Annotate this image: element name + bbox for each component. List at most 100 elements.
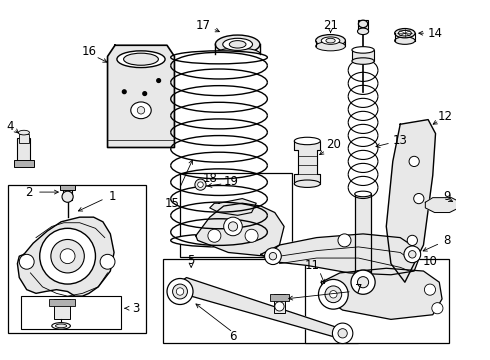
Text: 18: 18 — [202, 172, 217, 185]
Polygon shape — [18, 217, 114, 296]
Text: 8: 8 — [443, 234, 450, 247]
Bar — [352, 50, 374, 61]
Circle shape — [19, 254, 34, 269]
Text: 1: 1 — [108, 190, 116, 203]
Circle shape — [208, 229, 221, 242]
Bar — [54, 299, 71, 319]
Ellipse shape — [171, 51, 268, 64]
Text: 5: 5 — [188, 254, 195, 267]
Ellipse shape — [358, 28, 368, 35]
Circle shape — [332, 323, 353, 343]
Circle shape — [100, 254, 115, 269]
Text: 19: 19 — [223, 175, 239, 188]
Circle shape — [409, 156, 419, 167]
Circle shape — [275, 302, 284, 311]
Text: 7: 7 — [355, 283, 362, 296]
Ellipse shape — [316, 41, 345, 51]
Text: 6: 6 — [229, 330, 237, 343]
Text: 11: 11 — [304, 259, 319, 272]
Circle shape — [432, 303, 443, 314]
Ellipse shape — [352, 58, 374, 64]
Polygon shape — [386, 120, 436, 282]
Bar — [49, 299, 75, 306]
Text: 3: 3 — [132, 302, 139, 315]
Ellipse shape — [321, 37, 340, 44]
Ellipse shape — [52, 323, 71, 329]
Ellipse shape — [55, 324, 67, 328]
Text: 20: 20 — [326, 138, 341, 151]
Ellipse shape — [229, 41, 246, 48]
Circle shape — [318, 279, 348, 309]
Text: 21: 21 — [323, 19, 338, 32]
Circle shape — [143, 92, 147, 95]
Ellipse shape — [18, 130, 29, 135]
Circle shape — [358, 276, 368, 288]
Circle shape — [62, 191, 73, 202]
Ellipse shape — [352, 47, 374, 53]
Circle shape — [195, 179, 206, 190]
Ellipse shape — [215, 35, 260, 54]
Circle shape — [404, 246, 421, 263]
Bar — [14, 159, 34, 167]
Text: 9: 9 — [443, 190, 450, 203]
Circle shape — [40, 228, 96, 284]
Text: 4: 4 — [6, 120, 14, 132]
Text: 13: 13 — [393, 135, 408, 148]
Circle shape — [172, 284, 188, 299]
Ellipse shape — [355, 191, 371, 197]
Bar — [270, 294, 289, 301]
Circle shape — [157, 79, 161, 82]
Circle shape — [51, 239, 84, 273]
Text: 12: 12 — [438, 110, 452, 123]
Ellipse shape — [117, 51, 165, 68]
Circle shape — [269, 252, 277, 260]
Ellipse shape — [131, 102, 151, 119]
Ellipse shape — [394, 28, 415, 38]
Circle shape — [228, 222, 238, 231]
Circle shape — [224, 217, 242, 236]
Bar — [180, 174, 292, 257]
Ellipse shape — [358, 20, 368, 28]
Bar — [19, 134, 28, 143]
Polygon shape — [425, 198, 461, 212]
Circle shape — [414, 193, 424, 204]
Circle shape — [167, 279, 193, 305]
Ellipse shape — [398, 30, 412, 36]
Circle shape — [245, 229, 258, 242]
Ellipse shape — [316, 35, 345, 47]
Circle shape — [176, 288, 184, 295]
Bar — [60, 185, 75, 190]
Bar — [355, 194, 371, 273]
Circle shape — [122, 90, 126, 94]
Bar — [358, 20, 368, 30]
Ellipse shape — [123, 53, 158, 65]
Ellipse shape — [294, 137, 320, 145]
Circle shape — [409, 251, 416, 258]
Circle shape — [338, 329, 347, 338]
Circle shape — [137, 107, 145, 114]
Bar — [274, 294, 285, 313]
Circle shape — [330, 291, 337, 298]
Text: 15: 15 — [165, 197, 180, 210]
Polygon shape — [107, 45, 174, 148]
Polygon shape — [261, 234, 419, 275]
Bar — [163, 259, 358, 343]
Polygon shape — [172, 278, 349, 340]
Circle shape — [197, 182, 203, 188]
Circle shape — [338, 234, 351, 247]
Circle shape — [265, 248, 281, 265]
Text: 17: 17 — [196, 19, 211, 32]
Bar — [305, 259, 449, 343]
Ellipse shape — [326, 38, 335, 43]
Bar — [8, 185, 146, 333]
Text: 10: 10 — [422, 255, 438, 268]
Circle shape — [424, 284, 436, 295]
Circle shape — [60, 249, 75, 264]
Polygon shape — [196, 203, 284, 256]
Ellipse shape — [223, 38, 252, 50]
Ellipse shape — [171, 234, 268, 247]
Polygon shape — [321, 268, 442, 319]
Circle shape — [325, 286, 342, 303]
Ellipse shape — [355, 270, 371, 276]
Circle shape — [351, 270, 375, 294]
